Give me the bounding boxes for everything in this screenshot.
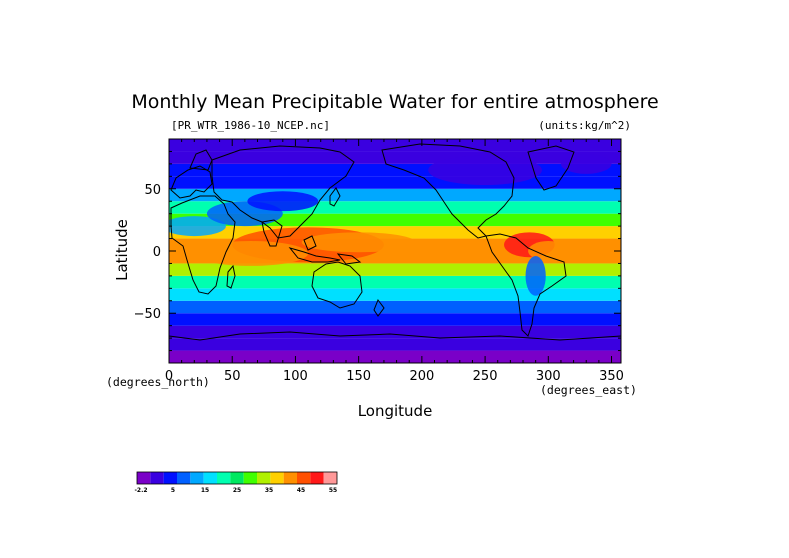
colorbar-swatch — [217, 472, 231, 484]
latitude-band — [169, 163, 621, 177]
latitude-band — [169, 275, 621, 289]
coastline-borneo — [303, 235, 317, 251]
latitude-band — [169, 263, 621, 276]
field-region — [247, 191, 319, 212]
coastline-japan — [329, 187, 341, 207]
file-label: [PR_WTR_1986-10_NCEP.nc] — [171, 119, 330, 132]
colorbar-swatch — [177, 472, 191, 484]
field-region — [525, 255, 546, 296]
coastline-new-guinea — [336, 253, 362, 265]
field-region — [169, 216, 226, 237]
colorbar-frame — [136, 471, 338, 485]
field-region — [428, 155, 542, 186]
y-unit-note: (degrees_north) — [106, 375, 210, 389]
coastlines — [169, 143, 621, 341]
colorbar-swatch — [297, 472, 311, 484]
colorbar-swatch — [150, 472, 164, 484]
y-axis-ticks: 50 0 −50 — [134, 150, 621, 352]
coastline-australia — [311, 261, 363, 309]
coastline-north-america — [381, 143, 515, 239]
latitude-band — [169, 313, 621, 326]
y-tick-label: −50 — [134, 307, 161, 322]
coastline-india — [261, 219, 283, 247]
colorbar-swatch — [190, 472, 204, 484]
coastline-scandinavia — [189, 149, 213, 171]
colorbar-label: -2.2 — [134, 487, 147, 494]
x-tick-label: 200 — [409, 369, 434, 384]
coastline-antarctica — [169, 331, 621, 341]
colorbar-swatch — [323, 472, 337, 484]
coastline-asia — [211, 145, 355, 239]
colorbar-swatch — [137, 472, 151, 484]
units-label: (units:kg/m^2) — [538, 119, 631, 132]
x-tick-label: 0 — [165, 369, 173, 384]
x-tick-label: 150 — [346, 369, 371, 384]
coastline-africa — [170, 195, 236, 295]
coastline-south-america — [485, 233, 567, 337]
coastline-europe — [170, 165, 213, 199]
colorbar-label: 25 — [233, 487, 241, 494]
colorbar-label: 55 — [329, 487, 337, 494]
x-unit-note: (degrees_east) — [540, 383, 637, 397]
x-axis-ticks: 0 50 100 150 200 250 300 350 — [165, 139, 624, 384]
x-tick-label: 250 — [473, 369, 498, 384]
latitude-band — [169, 350, 621, 363]
x-axis-label: Longitude — [358, 402, 433, 420]
regional-anomalies — [169, 153, 612, 296]
latitude-band — [169, 325, 621, 339]
colorbar-label: 45 — [297, 487, 305, 494]
colorbar-swatch — [257, 472, 271, 484]
x-tick-label: 50 — [224, 369, 241, 384]
coastline-indonesia — [288, 247, 341, 263]
field-region — [301, 232, 416, 253]
x-tick-label: 100 — [283, 369, 308, 384]
colorbar-swatch — [270, 472, 284, 484]
latitude-band — [169, 213, 621, 227]
x-tick-label: 350 — [599, 369, 624, 384]
coastline-greenland — [527, 145, 575, 191]
colorbar-swatch — [203, 472, 217, 484]
field-region — [560, 153, 612, 174]
colorbar-label: 35 — [265, 487, 273, 494]
colorbar-label: 15 — [201, 487, 209, 494]
field-region — [528, 241, 569, 261]
colorbar: -2.2 5 15 25 35 45 55 — [134, 471, 338, 494]
latitude-band — [169, 300, 621, 314]
latitude-band — [169, 188, 621, 202]
latitude-band — [169, 288, 621, 301]
latitude-band — [169, 151, 621, 164]
colorbar-swatch — [283, 472, 297, 484]
latitude-band — [169, 139, 621, 152]
y-tick-label: 0 — [153, 245, 161, 260]
heatmap-field — [169, 139, 621, 363]
colorbar-swatch — [310, 472, 324, 484]
colorbar-swatch — [243, 472, 257, 484]
y-tick-label: 50 — [144, 183, 161, 198]
coastline-new-zealand — [373, 298, 385, 317]
colorbar-label: 5 — [171, 487, 175, 494]
colorbar-swatch — [163, 472, 177, 484]
chart-title: Monthly Mean Precipitable Water for enti… — [131, 91, 658, 113]
y-axis-label: Latitude — [113, 219, 131, 281]
latitude-band — [169, 338, 621, 351]
x-tick-label: 300 — [536, 369, 561, 384]
field-region — [194, 241, 309, 266]
colorbar-swatch — [230, 472, 244, 484]
coastline-madagascar — [226, 264, 236, 289]
